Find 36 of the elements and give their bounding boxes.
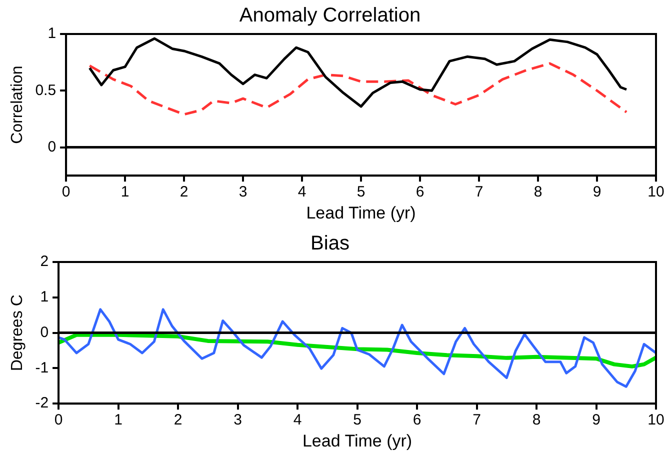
x-tick-label: 2 [174,412,182,429]
x-tick-label: 9 [592,412,600,429]
y-tick-label: -2 [35,394,49,412]
x-tick-label: 8 [532,412,541,429]
x-tick-label: 5 [356,184,366,201]
y-tick-label: 0 [48,138,56,156]
x-tick-label: 6 [416,184,424,201]
y-axis-title: Degrees C [9,294,26,372]
chart-title: Bias [310,232,350,255]
y-tick-label: 2 [40,253,49,270]
x-tick-label: 8 [534,184,542,201]
x-axis-title: Lead Time (yr) [302,431,412,450]
y-axis-title: Correlation [9,66,26,144]
x-tick-label: 4 [298,184,306,201]
y-tick-label: -1 [35,359,49,376]
x-tick-label: 10 [648,412,664,429]
x-tick-label: 3 [234,412,242,429]
x-tick-label: 6 [412,412,422,429]
y-tick-label: 1 [40,288,49,306]
line-series [88,62,628,116]
x-tick-label: 0 [62,184,70,201]
x-tick-label: 1 [114,412,122,429]
x-tick-label: 10 [648,184,664,201]
x-tick-label: 7 [474,184,484,201]
x-tick-label: 2 [180,184,188,201]
y-tick-label: 0 [40,324,49,341]
x-tick-label: 9 [592,184,602,201]
x-tick-label: 7 [472,412,481,429]
y-tick-label: 0.5 [35,82,56,99]
x-tick-label: 1 [120,184,130,201]
y-tick-label: 1 [48,25,56,42]
x-tick-label: 3 [238,184,248,201]
x-tick-label: 5 [353,412,362,429]
x-tick-label: 4 [293,412,302,429]
chart-title: Anomaly Correlation [239,4,421,27]
x-axis-title: Lead Time (yr) [306,203,416,222]
